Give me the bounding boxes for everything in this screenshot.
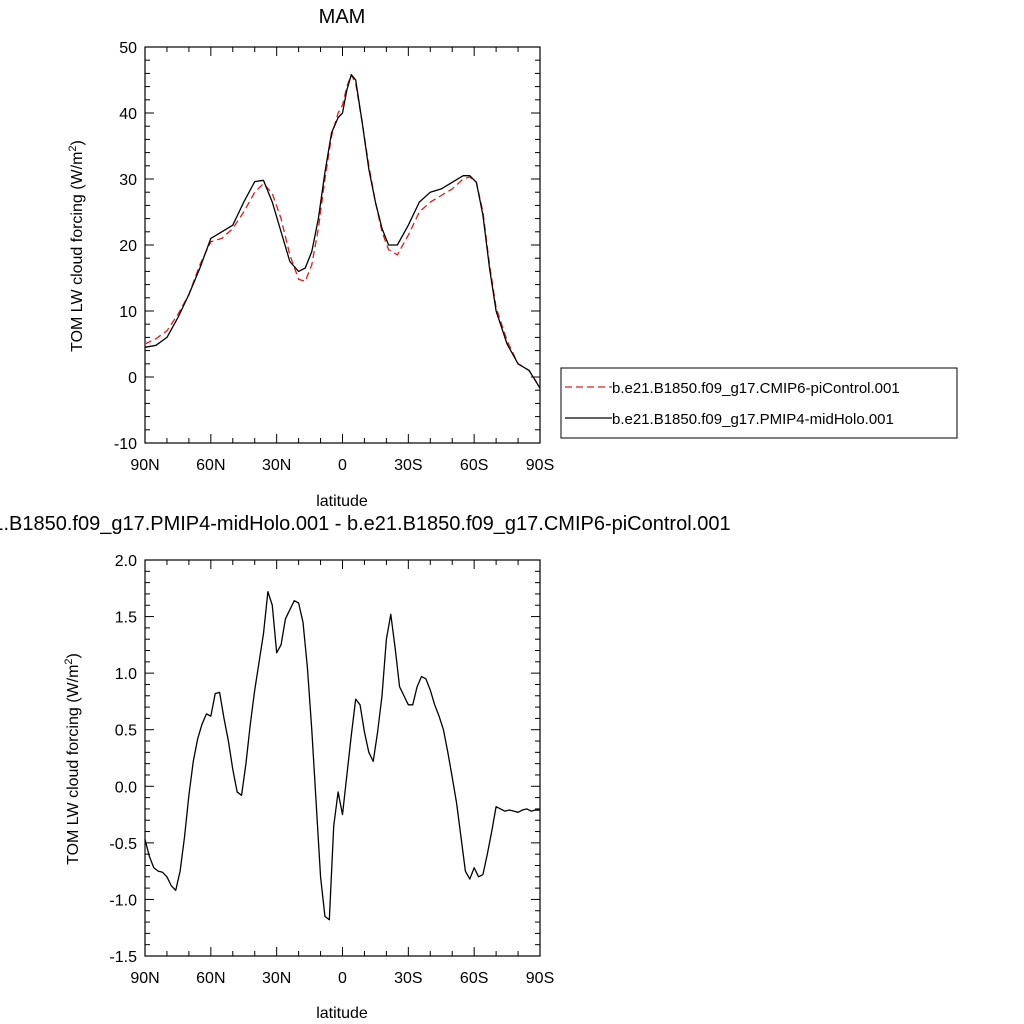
- top-x-tick-label: 30S: [394, 457, 422, 474]
- top-y-tick-label: 20: [119, 238, 137, 255]
- bottom-x-tick-label: 90N: [130, 970, 159, 987]
- top-x-tick-label: 60N: [196, 457, 225, 474]
- top-chart-title: MAM: [319, 6, 366, 28]
- top-y-axis-label: TOM LW cloud forcing (W/m2): [67, 140, 86, 352]
- top-y-tick-label: 10: [119, 304, 137, 321]
- bottom-y-tick-label: -1.5: [109, 949, 137, 966]
- bottom-y-tick-label: 1.0: [115, 666, 137, 683]
- bottom-x-tick-label: 30N: [262, 970, 291, 987]
- top-y-tick-label: 50: [119, 40, 137, 57]
- legend-label-midholo: b.e21.B1850.f09_g17.PMIP4-midHolo.001: [612, 411, 894, 428]
- bottom-x-tick-label: 60S: [460, 970, 488, 987]
- bottom-plot-area: -1.5 -1.0 -0.5 0.0 0.5 1.0 1.5 2.0 90N 60N 30N 0 30S…: [109, 553, 554, 987]
- top-y-tick-label: -10: [114, 436, 137, 453]
- top-x-tick-label: 0: [338, 457, 347, 474]
- legend-label-picontrol: b.e21.B1850.f09_g17.CMIP6-piControl.001: [612, 380, 900, 397]
- top-y-tick-label: 30: [119, 172, 137, 189]
- top-x-tick-label: 90N: [130, 457, 159, 474]
- legend: b.e21.B1850.f09_g17.CMIP6-piControl.001 …: [560, 367, 958, 439]
- top-x-tick-label: 30N: [262, 457, 291, 474]
- bottom-plot-frame: [144, 559, 541, 957]
- bottom-y-tick-label: 2.0: [115, 553, 137, 570]
- top-y-tick-label: 0: [128, 370, 137, 387]
- top-series-line-1: [144, 74, 541, 389]
- top-y-tick-label: 40: [119, 106, 137, 123]
- bottom-chart-title: b.e21.B1850.f09_g17.PMIP4-midHolo.001 - …: [0, 513, 731, 535]
- bottom-y-tick-label: 0.0: [115, 779, 137, 796]
- bottom-x-tick-label: 0: [338, 970, 347, 987]
- top-x-tick-label: 60S: [460, 457, 488, 474]
- bottom-y-tick-label: 0.5: [115, 723, 137, 740]
- bottom-x-tick-label: 60N: [196, 970, 225, 987]
- bottom-x-tick-label: 90S: [526, 970, 554, 987]
- top-x-tick-label: 90S: [526, 457, 554, 474]
- top-plot-area: -10 0 10 20 30 40 50 90N 60N 30N 0 30S 60S 90S: [114, 40, 554, 474]
- bottom-x-axis-label: latitude: [316, 1005, 368, 1022]
- legend-box: [560, 367, 958, 439]
- top-series-line-0: [144, 74, 541, 388]
- bottom-y-tick-label: -0.5: [109, 836, 137, 853]
- bottom-y-tick-label: 1.5: [115, 610, 137, 627]
- top-panel: MAM -10 0 10 20 30 40 50 90N 60N 30N 0 30S 60S 90S la…: [67, 6, 958, 510]
- top-x-axis-label: latitude: [316, 493, 368, 510]
- bottom-y-tick-label: -1.0: [109, 892, 137, 909]
- bottom-y-axis-label: TOM LW cloud forcing (W/m2): [63, 653, 82, 865]
- bottom-series-line-0: [144, 591, 540, 921]
- bottom-x-tick-label: 30S: [394, 970, 422, 987]
- bottom-panel: b.e21.B1850.f09_g17.PMIP4-midHolo.001 - …: [0, 513, 731, 1022]
